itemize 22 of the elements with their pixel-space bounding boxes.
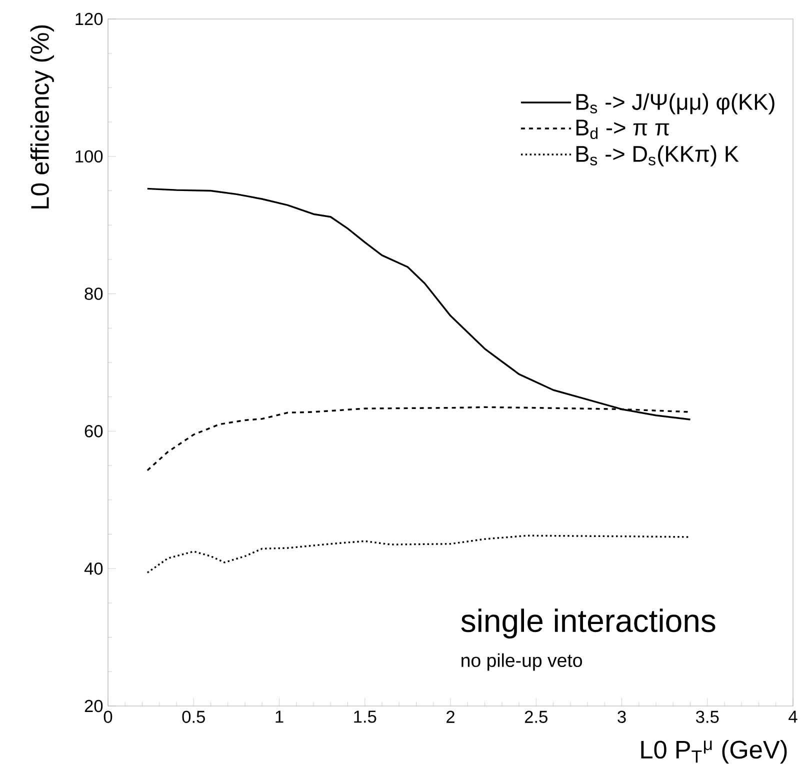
legend-label: B$_{s}$ -> J/Ψ(μμ) φ(KK): [576, 93, 774, 114]
y-tick-label: 100: [76, 150, 103, 163]
x-tick-label: 3.5: [696, 710, 719, 723]
x-axis-title: L0 P$_{T}$$^{μ}$ (GeV): [641, 740, 787, 764]
x-tick-label: 1: [276, 710, 284, 723]
x-tick-label: 2: [446, 710, 454, 723]
y-tick-label: 60: [84, 425, 103, 438]
y-tick-label: 80: [84, 288, 103, 300]
y-axis-title: L0 efficiency (%): [30, 25, 54, 208]
y-tick-label: 120: [76, 12, 103, 26]
x-tick-label: 3: [618, 710, 626, 723]
y-tick-label: 20: [84, 700, 103, 712]
annotation: no pile-up veto: [462, 653, 582, 671]
legend-label: B$_{s}$ -> D$_{s}$(KKπ) K: [576, 145, 739, 166]
legend-label: B$_{d}$ -> π π: [576, 120, 670, 140]
y-tick-label: 40: [84, 562, 103, 575]
x-tick-label: 1.5: [354, 710, 376, 723]
annotation: single interactions: [461, 608, 716, 638]
x-tick-label: 0: [104, 710, 112, 723]
x-tick-label: 2.5: [524, 710, 548, 723]
x-tick-label: 0.5: [182, 710, 205, 723]
x-tick-label: 4: [788, 710, 798, 723]
